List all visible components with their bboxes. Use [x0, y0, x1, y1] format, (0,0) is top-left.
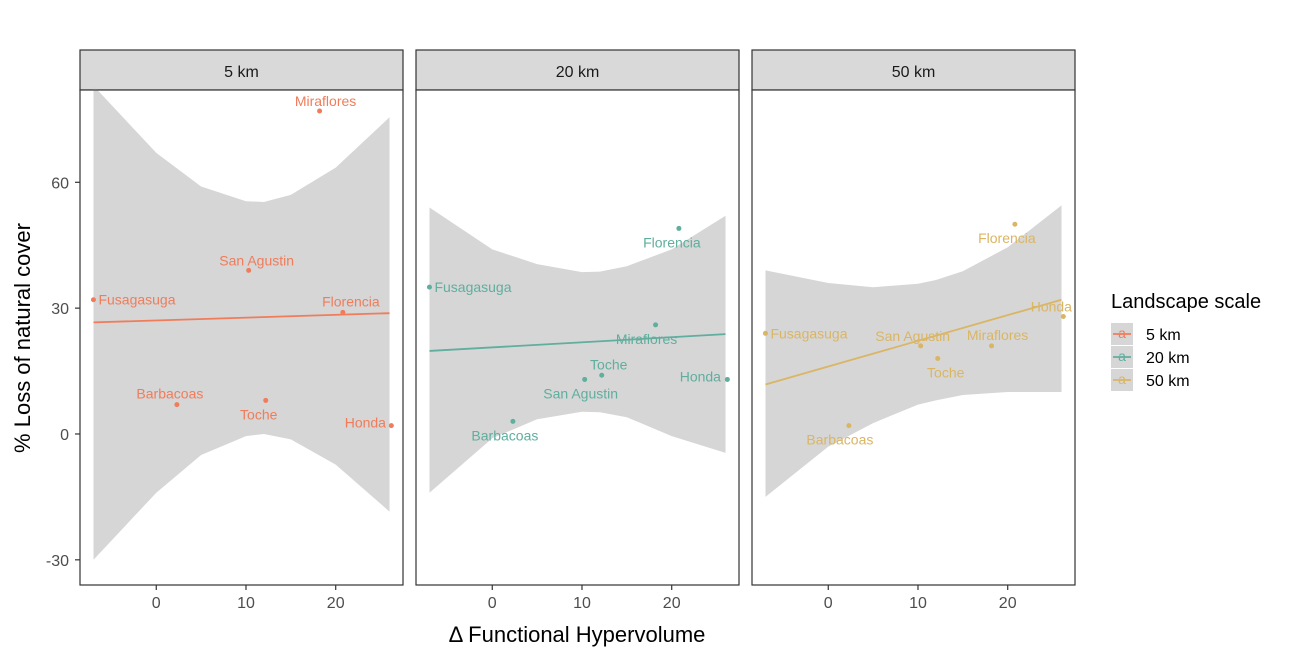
data-point: [1060, 314, 1066, 320]
x-tick-label: 20: [999, 595, 1017, 612]
point-label: Toche: [240, 406, 278, 422]
y-tick-label: 60: [51, 175, 69, 192]
data-point: [935, 355, 941, 361]
facet-strip: [415, 49, 740, 91]
data-point: [762, 330, 768, 336]
point-label: Barbacoas: [471, 427, 538, 443]
point-label: Toche: [927, 364, 965, 380]
legend: Landscape scale a 5 km a 20 km a 50 km: [1111, 291, 1261, 391]
data-point: [599, 372, 605, 378]
data-point: [724, 376, 730, 382]
x-axis-title: Δ Functional Hypervolume: [449, 622, 706, 647]
legend-entry: a 5 km: [1111, 323, 1181, 345]
legend-title: Landscape scale: [1111, 291, 1261, 313]
legend-key-glyph: a: [1118, 371, 1126, 387]
facet-panels: 5 km Miraflores San Agustin Fusagasuga Flore…: [79, 49, 1076, 612]
point-label: Miraflores: [967, 327, 1028, 343]
panel-border: [751, 89, 1076, 586]
x-tick-label: 10: [909, 595, 927, 612]
point-label: Florencia: [978, 230, 1036, 246]
point-label: San Agustin: [543, 385, 618, 401]
x-tick-label: 20: [327, 595, 345, 612]
legend-entry-label: 20 km: [1146, 350, 1190, 367]
confidence-ribbon: [93, 85, 390, 560]
facet-panel-5km: 5 km Miraflores San Agustin Fusagasuga Flore…: [79, 49, 404, 612]
point-label: Florencia: [643, 234, 701, 250]
point-label: Fusagasuga: [98, 292, 175, 308]
data-point: [582, 376, 588, 382]
point-label: San Agustin: [875, 328, 950, 344]
confidence-ribbon: [765, 205, 1062, 497]
facet-panel-50km: 50 km Florencia Honda Fusagasuga San Agustin…: [751, 49, 1076, 612]
facet-strip: [751, 49, 1076, 91]
y-tick-label: 30: [51, 301, 69, 318]
data-point: [174, 402, 180, 408]
data-point: [388, 423, 394, 429]
data-point: [510, 418, 516, 424]
facet-panel-20km: 20 km Florencia Fusagasuga Miraflores Toche S…: [415, 49, 740, 612]
point-label: Honda: [680, 368, 721, 384]
x-tick-label: 0: [488, 595, 497, 612]
point-label: Florencia: [322, 293, 380, 309]
x-tick-label: 0: [152, 595, 161, 612]
data-point: [426, 284, 432, 290]
confidence-ribbon: [429, 207, 726, 493]
panel-border: [79, 89, 404, 586]
point-label: Fusagasuga: [434, 279, 511, 295]
legend-key-glyph: a: [1118, 325, 1126, 341]
y-axis: -30 0 30 60: [46, 175, 80, 570]
panel-border: [415, 89, 740, 586]
fit-line: [429, 333, 726, 352]
facet-strip-label: 50 km: [892, 64, 936, 81]
data-point: [846, 423, 852, 429]
y-axis-title: % Loss of natural cover: [10, 223, 35, 453]
legend-entry: a 50 km: [1111, 369, 1190, 391]
y-tick-label: 0: [60, 427, 69, 444]
facet-strip-label: 20 km: [556, 64, 600, 81]
point-label: Miraflores: [616, 331, 677, 347]
point-label: Toche: [590, 356, 628, 372]
data-point: [246, 267, 252, 273]
legend-entry-label: 5 km: [1146, 327, 1181, 344]
data-point: [989, 343, 995, 349]
facet-strip-label: 5 km: [224, 64, 259, 81]
x-tick-label: 20: [663, 595, 681, 612]
data-point: [918, 343, 924, 349]
data-point: [653, 322, 659, 328]
x-tick-label: 0: [824, 595, 833, 612]
fit-line: [93, 312, 390, 324]
data-point: [676, 225, 682, 231]
legend-key-glyph: a: [1118, 348, 1126, 364]
point-label: Barbacoas: [136, 386, 203, 402]
x-tick-label: 10: [237, 595, 255, 612]
y-tick-label: -30: [46, 553, 69, 570]
fit-line: [765, 298, 1062, 386]
point-label: Fusagasuga: [770, 325, 847, 341]
point-label: Barbacoas: [806, 432, 873, 448]
point-label: Miraflores: [295, 93, 356, 109]
point-label: Honda: [345, 415, 386, 431]
facet-strip: [79, 49, 404, 91]
x-tick-label: 10: [573, 595, 591, 612]
data-point: [90, 297, 96, 303]
data-point: [263, 397, 269, 403]
data-point: [317, 108, 323, 114]
point-label: San Agustin: [219, 252, 294, 268]
point-label: Honda: [1031, 299, 1072, 315]
legend-entry: a 20 km: [1111, 346, 1190, 368]
data-point: [340, 309, 346, 315]
data-point: [1012, 221, 1018, 227]
legend-entry-label: 50 km: [1146, 373, 1190, 390]
